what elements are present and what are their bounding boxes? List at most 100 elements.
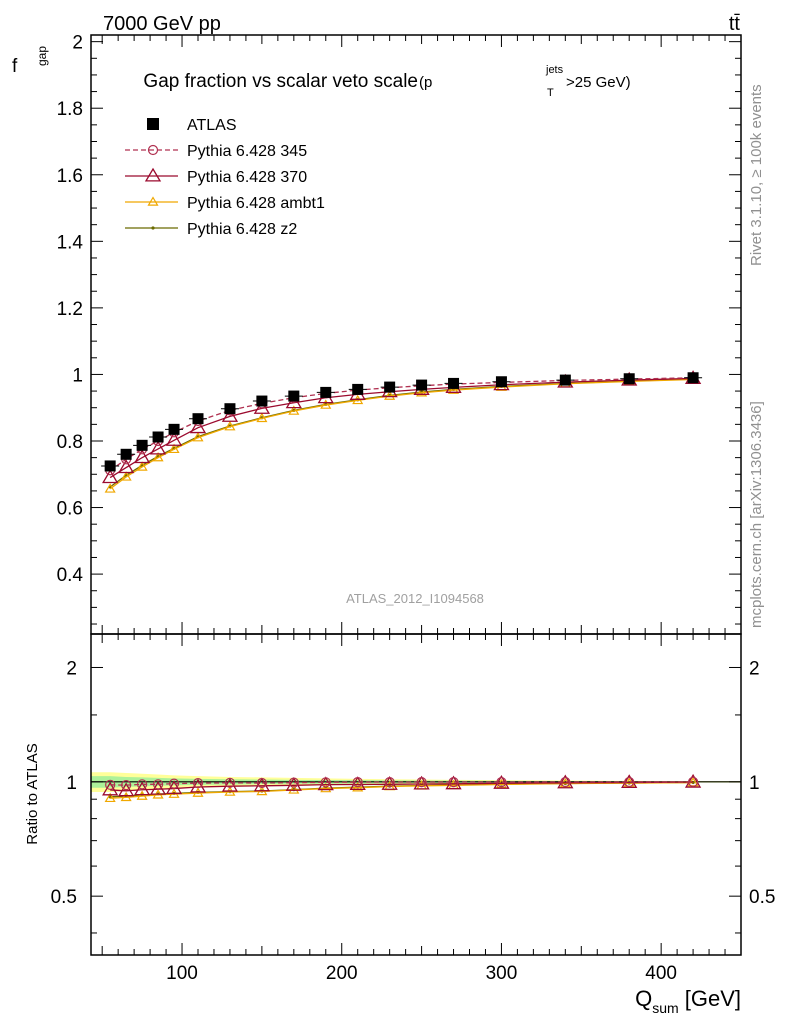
main-point-ambt1 [447,384,460,394]
legend-marker-z2 [151,226,155,230]
main-point-atlas [687,372,699,384]
ratio-ytick-label-left: 2 [66,658,77,679]
ratio-point-p370 [349,776,366,791]
ratio-point-p345 [448,777,459,788]
legend-label-p345: Pythia 6.428 345 [187,143,307,160]
main-point-atlas [120,448,132,460]
ratio-point-ambt1 [288,784,300,794]
main-ytick-label: 1.4 [57,232,84,253]
main-point-atlas [192,413,204,425]
ratio-point-p345 [256,777,267,789]
main-point-p370 [189,419,207,434]
side-mcplots-label: mcplots.cern.ch [arXiv:1306.3436] [748,401,765,628]
ratio-xtick-label: 300 [486,963,518,984]
y-axis-label-main-sub: gap [35,46,49,66]
ratio-xtick-label: 200 [326,963,358,984]
ratio-point-p370 [165,780,183,795]
main-point-ambt1 [416,387,428,397]
legend-marker-p370 [144,167,162,182]
ratio-panel: 100 200 300 400 0.5 0.5 1 1 2 2 [51,633,775,984]
main-point-atlas [320,386,332,398]
main-ytick-label: 1.2 [57,299,83,320]
ratio-point-ambt1 [352,782,364,792]
x-label-unit: [GeV] [679,986,741,1011]
main-title: Gap fraction vs scalar veto scale [143,71,418,92]
main-point-atlas [256,395,268,407]
ratio-point-p345 [105,779,116,790]
ratio-point-p345 [384,777,395,788]
ratio-point-ambt1 [104,792,116,803]
main-point-ambt1 [168,443,180,454]
main-title-cut-end: >25 GeV) [566,74,631,91]
main-point-ambt1 [120,471,132,481]
ratio-point-p370 [317,776,334,791]
main-point-ambt1 [384,390,396,400]
ratio-point-p345 [560,776,571,788]
main-title-cut-sup: jets [545,64,564,76]
main-point-ambt1 [152,451,164,462]
ratio-point-p345 [224,777,236,788]
main-point-atlas [288,390,300,402]
ratio-point-p345 [320,777,331,788]
main-title-text: Gap fraction vs scalar veto scale [143,71,418,92]
side-rivet-label: Rivet 3.1.10, ≥ 100k events [748,84,765,266]
ratio-point-p370 [149,780,167,795]
ratio-point-p370 [684,773,702,788]
main-point-ambt1 [320,399,332,409]
main-point-p370 [133,449,151,464]
main-ytick-label: 0.4 [57,565,84,586]
legend: ATLAS Pythia 6.428 345 Pythia 6.428 370 Pyt… [125,117,325,238]
main-point-ambt1 [288,405,300,415]
ratio-point-ambt1 [320,782,332,793]
main-panel: 0.4 0.6 0.8 1 1.2 1.4 1.6 1.8 2 [57,33,742,955]
ratio-point-p345 [192,778,204,789]
main-point-p370 [149,440,167,455]
main-point-atlas [352,383,364,395]
main-point-ambt1 [136,461,148,471]
ratio-point-p345 [352,777,363,788]
main-point-atlas [384,381,396,393]
legend-label-z2: Pythia 6.428 z2 [187,221,297,238]
ratio-point-p370 [133,781,151,796]
main-point-p370 [165,432,183,446]
ratio-point-ambt1 [120,791,132,802]
legend-marker-ambt1 [147,196,159,206]
legend-label-p370: Pythia 6.428 370 [187,169,307,186]
main-point-atlas [168,423,180,435]
ratio-xtick-label: 100 [166,963,198,984]
legend-marker-p345 [147,144,159,156]
main-line-ambt1 [109,378,694,490]
ratio-ytick-label-right: 0.5 [749,887,775,908]
main-point-ambt1 [256,412,268,423]
main-point-atlas [416,379,428,391]
ratio-point-p345 [152,779,164,790]
main-ytick-label: 0.6 [57,499,83,520]
main-ytick-label: 1.8 [57,99,83,120]
main-point-atlas [136,439,148,451]
process-label: tt̄ [729,13,741,35]
main-point-atlas [152,431,164,443]
main-ytick-label: 1 [72,365,83,386]
x-label-sub: sum [652,1000,678,1016]
ratio-point-p345 [624,776,635,788]
main-point-atlas [104,460,116,472]
main-title-cut-open: (p [419,74,432,91]
ratio-ytick-label-left: 1 [66,773,77,794]
ratio-line-p345 [110,781,694,786]
x-axis-label: Qsum [GeV] [635,986,741,1016]
ratio-line-p370 [110,781,694,792]
y-axis-label-main: f [12,56,18,77]
ratio-point-p345 [137,779,148,790]
ratio-point-p345 [496,777,507,788]
y-axis-label-ratio: Ratio to ATLAS [24,743,41,844]
main-point-atlas [224,403,236,415]
ratio-point-p345 [687,776,699,787]
energy-label: 7000 GeV pp [103,13,221,35]
main-ytick-label: 1.6 [57,166,83,187]
x-label-q: Q [635,986,652,1011]
ratio-point-p345 [168,778,180,789]
ratio-point-p345 [288,777,299,788]
main-point-atlas [448,377,460,389]
main-point-p370 [253,400,271,414]
legend-label-ambt1: Pythia 6.428 ambt1 [187,195,325,212]
